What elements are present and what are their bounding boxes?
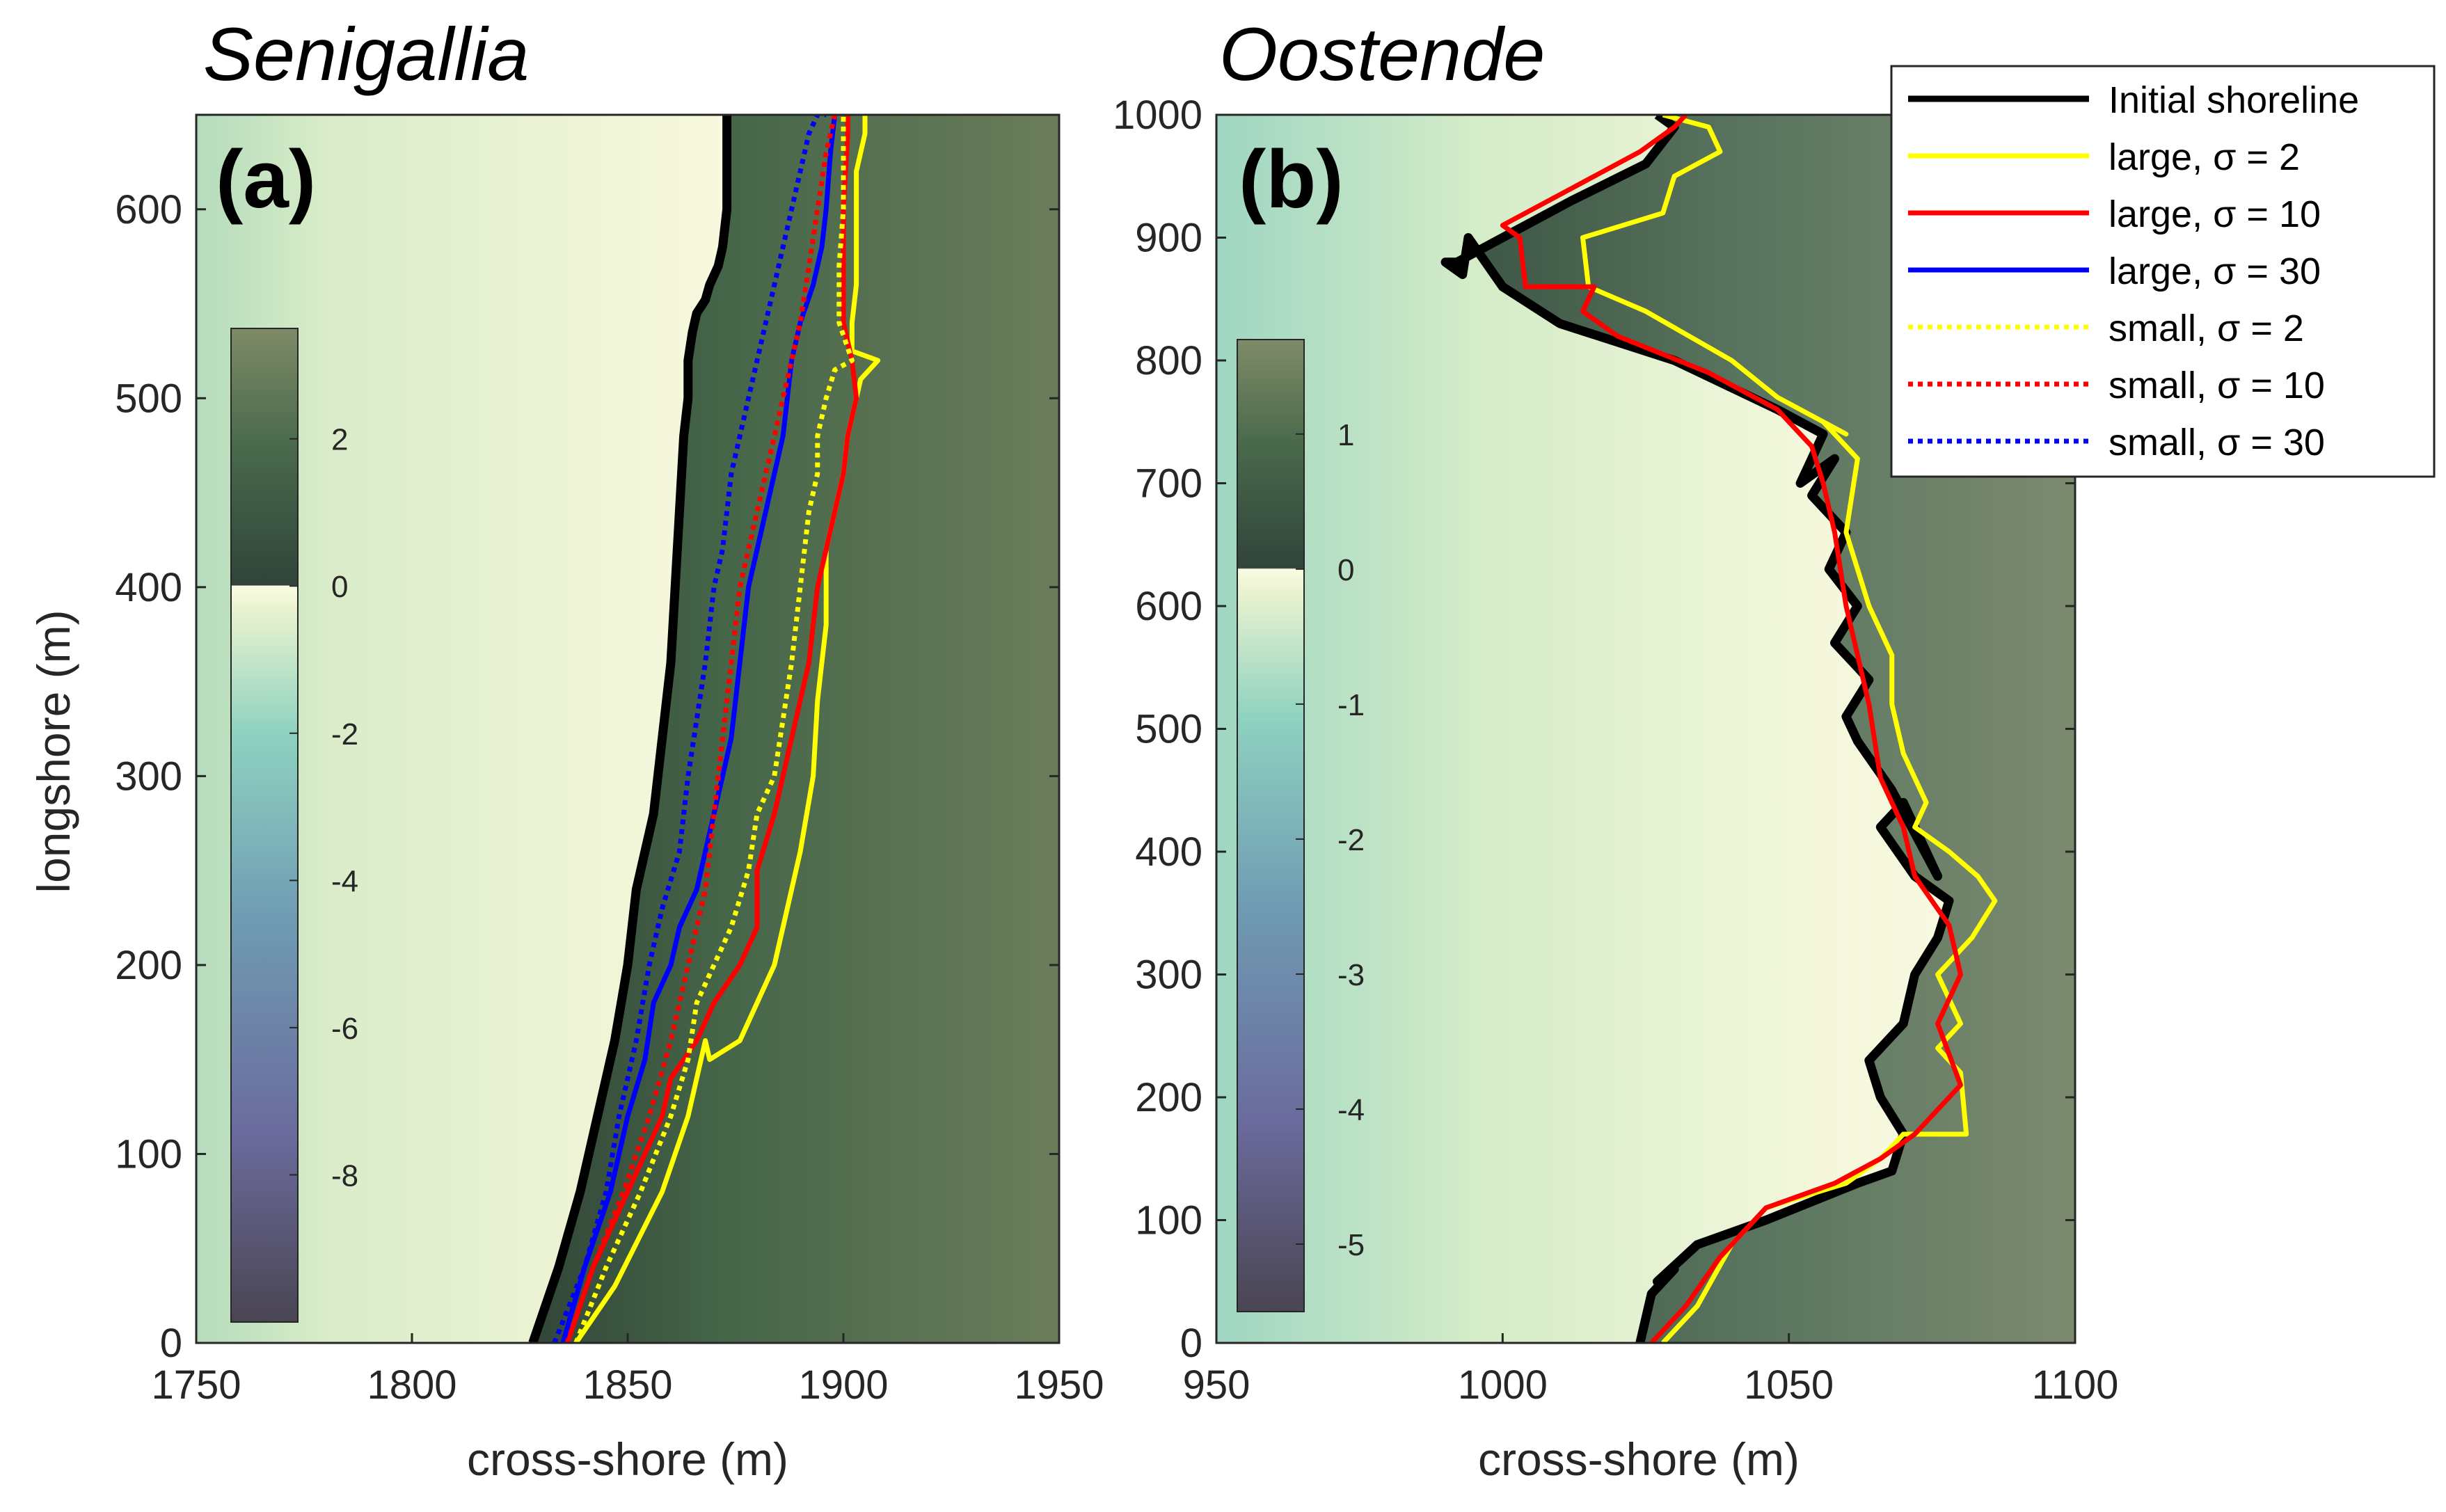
x-tick-label-a-2: 1850 xyxy=(582,1362,672,1408)
legend-label-0: Initial shoreline xyxy=(2109,79,2359,121)
x-axis-label-a: cross-shore (m) xyxy=(467,1433,788,1485)
x-axis-label-b: cross-shore (m) xyxy=(1478,1433,1800,1485)
y-tick-label-b-8: 800 xyxy=(1135,338,1202,383)
x-tick-label-b-1: 1000 xyxy=(1458,1362,1548,1408)
y-tick-label-a-6: 600 xyxy=(115,187,182,232)
colorbar-tick-label-a-1: 0 xyxy=(331,570,348,604)
y-tick-label-b-4: 400 xyxy=(1135,829,1202,875)
y-tick-label-b-1: 100 xyxy=(1135,1198,1202,1243)
y-tick-label-a-0: 0 xyxy=(160,1321,182,1366)
x-tick-label-b-2: 1050 xyxy=(1744,1362,1834,1408)
colorbar-tick-label-a-3: -4 xyxy=(331,864,358,898)
colorbar-tick-label-b-5: -4 xyxy=(1337,1093,1365,1127)
y-tick-label-b-6: 600 xyxy=(1135,584,1202,629)
colorbar-ramp-b xyxy=(1237,339,1305,1312)
y-tick-label-b-9: 900 xyxy=(1135,216,1202,261)
axis-ticks-a: 1750 1800 1850 1900 1950 0 100 200 300 400 500 600 xyxy=(115,187,1104,1408)
y-tick-label-b-3: 300 xyxy=(1135,953,1202,998)
x-tick-label-a-3: 1900 xyxy=(798,1362,888,1408)
colorbar-a: 2 0 -2 -4 -6 -8 xyxy=(230,328,358,1323)
colorbar-b: 1 0 -1 -2 -3 -4 -5 xyxy=(1237,339,1365,1312)
series-line-b-0 xyxy=(1440,115,1954,1343)
legend-label-3: large, σ = 30 xyxy=(2109,250,2321,292)
y-tick-label-a-5: 500 xyxy=(115,376,182,421)
panel-a-title: Senigallia xyxy=(203,12,529,96)
series-line-a-4 xyxy=(573,115,855,1343)
x-tick-label-b-3: 1100 xyxy=(2032,1362,2119,1408)
legend-label-1: large, σ = 2 xyxy=(2109,136,2300,178)
y-tick-label-a-4: 400 xyxy=(115,565,182,610)
x-tick-label-a-1: 1800 xyxy=(367,1362,456,1408)
x-tick-label-b-0: 950 xyxy=(1183,1362,1250,1408)
legend-label-2: large, σ = 10 xyxy=(2109,193,2321,235)
colorbar-tick-label-b-6: -5 xyxy=(1337,1228,1365,1262)
colorbar-tick-label-a-0: 2 xyxy=(331,423,348,457)
legend: Initial shoreline large, σ = 2 large, σ = … xyxy=(1890,65,2436,478)
x-tick-label-a-4: 1950 xyxy=(1014,1362,1104,1408)
colorbar-tick-label-a-2: -2 xyxy=(331,717,358,751)
panel-senigallia: Senigallia (a) 1750 1800 1850 1900 1950 0 100 2… xyxy=(28,12,1104,1485)
legend-label-4: small, σ = 2 xyxy=(2109,308,2304,349)
axis-ticks-b: 950 1000 1050 11000100200300400500600700800… xyxy=(1113,93,2118,1408)
colorbar-tick-label-b-4: -3 xyxy=(1337,958,1365,992)
y-tick-label-a-3: 300 xyxy=(115,754,182,799)
panel-oostende: Oostende (b) 950 1000 1050 1100010020030040… xyxy=(1113,12,2118,1485)
y-tick-label-b-10: 1000 xyxy=(1113,93,1202,138)
series-line-a-3 xyxy=(560,115,838,1343)
panel-a-label: (a) xyxy=(216,134,316,225)
colorbar-tick-label-a-4: -6 xyxy=(331,1012,358,1046)
y-axis-label-a: longshore (m) xyxy=(28,610,79,893)
colorbar-tick-label-b-0: 1 xyxy=(1337,418,1354,452)
y-tick-label-b-0: 0 xyxy=(1180,1321,1202,1366)
x-tick-label-a-0: 1750 xyxy=(151,1362,241,1408)
series-line-a-6 xyxy=(552,115,827,1343)
panel-b-title: Oostende xyxy=(1219,12,1545,96)
y-tick-label-b-5: 500 xyxy=(1135,707,1202,752)
panel-b-label: (b) xyxy=(1239,134,1344,225)
y-tick-label-a-2: 200 xyxy=(115,943,182,988)
colorbar-tick-label-b-1: 0 xyxy=(1337,553,1354,587)
plot-area-a xyxy=(196,115,1059,1343)
y-tick-label-b-2: 200 xyxy=(1135,1075,1202,1120)
colorbar-tick-label-b-3: -2 xyxy=(1337,823,1365,857)
colorbar-tick-label-a-5: -8 xyxy=(331,1159,358,1193)
series-line-b-2 xyxy=(1500,115,1963,1343)
series-line-a-0 xyxy=(528,115,732,1343)
colorbar-ramp-a xyxy=(230,328,299,1323)
series-line-a-2 xyxy=(564,115,859,1343)
y-tick-label-b-7: 700 xyxy=(1135,461,1202,507)
legend-label-5: small, σ = 10 xyxy=(2109,365,2325,406)
legend-label-6: small, σ = 30 xyxy=(2109,422,2325,463)
colorbar-tick-label-b-2: -1 xyxy=(1337,688,1365,722)
y-tick-label-a-1: 100 xyxy=(115,1131,182,1177)
